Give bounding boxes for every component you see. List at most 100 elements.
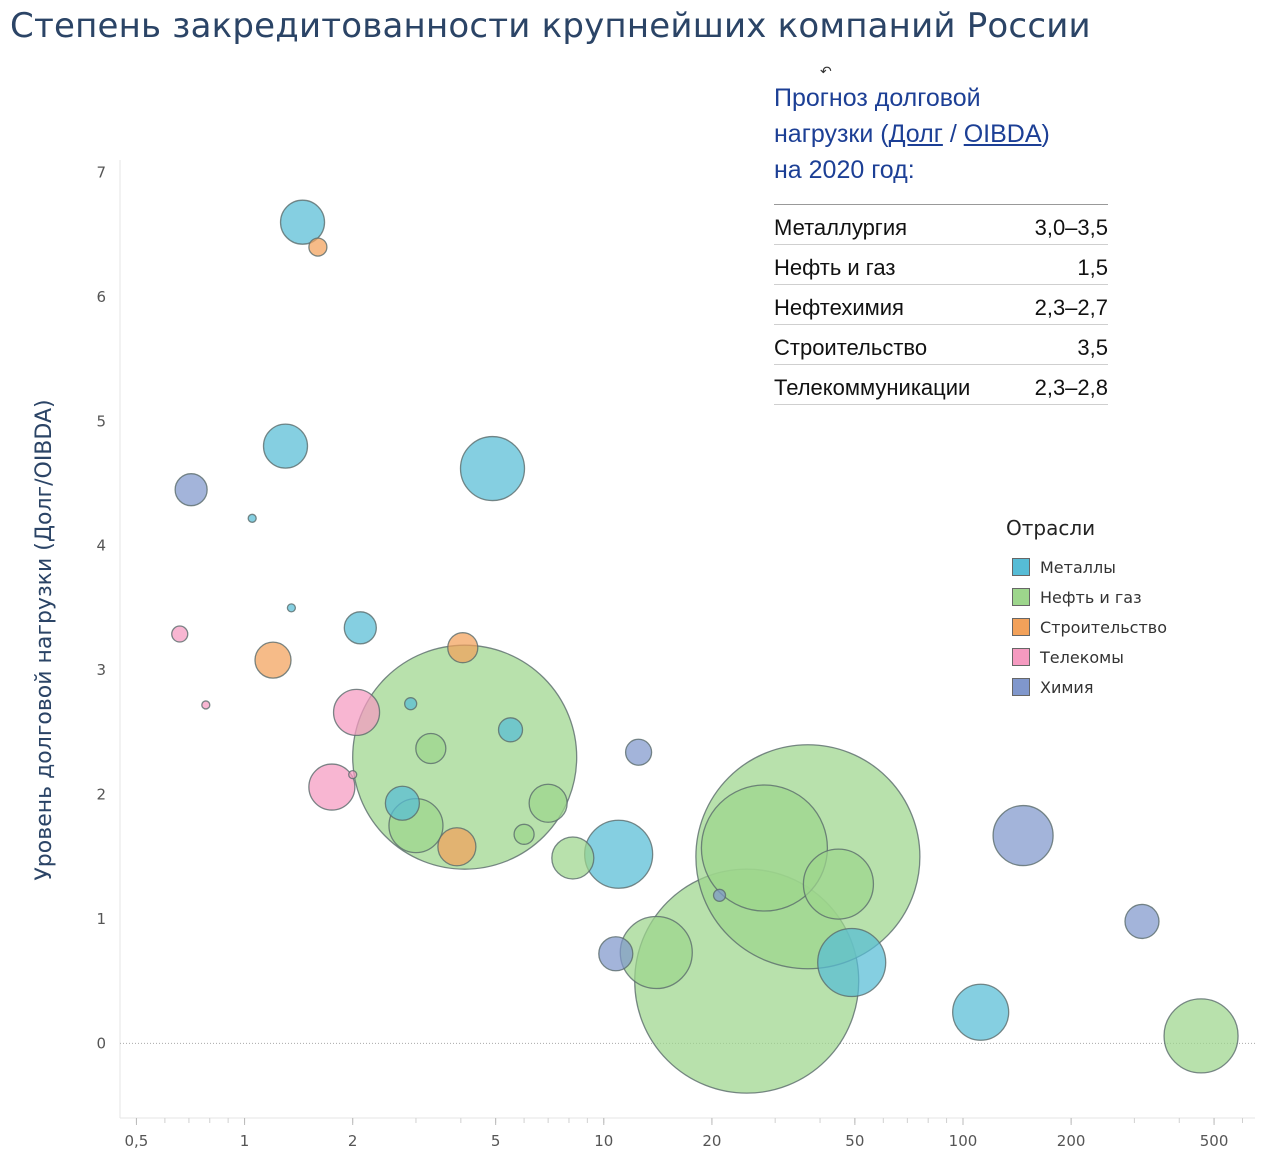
x-tick-label: 20	[702, 1132, 721, 1150]
reset-view-icon[interactable]: ↶	[820, 64, 832, 80]
bubble-point	[624, 738, 653, 766]
bubble-point	[415, 732, 447, 765]
bubble-point	[262, 423, 309, 469]
forecast-panel: Прогноз долговой нагрузки (Долг / OIBDA)…	[774, 80, 1108, 405]
bubble-point	[992, 804, 1054, 867]
bubble-point	[279, 199, 326, 245]
legend-swatch	[1012, 558, 1030, 576]
forecast-value: 3,0–3,5	[1034, 215, 1108, 240]
legend-swatch	[1012, 678, 1030, 696]
bubble-point	[712, 888, 727, 902]
x-tick-label: 100	[949, 1132, 978, 1150]
legend-swatch	[1012, 648, 1030, 666]
y-tick-label: 6	[96, 288, 106, 306]
bubble-point	[802, 848, 875, 920]
legend-item-metals[interactable]: Металлы	[1006, 552, 1167, 582]
x-tick-label: 500	[1200, 1132, 1229, 1150]
bubble-point	[308, 763, 356, 811]
bubble-point	[1124, 903, 1160, 940]
forecast-link-oibda[interactable]: OIBDA	[963, 120, 1042, 148]
forecast-row: Металлургия 3,0–3,5	[774, 205, 1108, 245]
bubble-point	[513, 823, 535, 845]
bubble-point	[952, 983, 1010, 1041]
forecast-value: 3,5	[1077, 335, 1108, 360]
forecast-sector: Нефтехимия	[774, 295, 904, 320]
bubble-point	[447, 632, 479, 664]
bubble-point	[817, 927, 887, 998]
x-tick-label: 0,5	[125, 1132, 149, 1150]
bubble-point	[404, 697, 418, 711]
legend-label: Нефть и газ	[1040, 587, 1142, 607]
bubble-point	[174, 473, 208, 507]
bubble-point	[437, 827, 477, 867]
y-tick-label: 3	[96, 661, 106, 679]
forecast-title-suffix: )	[1041, 120, 1050, 148]
legend-label: Телекомы	[1040, 647, 1124, 667]
bubble-point	[551, 836, 595, 880]
legend-title: Отрасли	[1006, 516, 1096, 540]
bubble-point	[700, 784, 829, 912]
bubble-point	[583, 819, 654, 889]
forecast-sector: Металлургия	[774, 215, 908, 240]
forecast-row: Строительство 3,5	[774, 325, 1108, 365]
x-tick-label: 2	[348, 1132, 358, 1150]
forecast-title-prefix: нагрузки (	[774, 120, 889, 148]
bubble-point	[171, 625, 189, 643]
bubble-point	[348, 769, 358, 780]
y-tick-label: 7	[96, 163, 106, 181]
forecast-value: 1,5	[1077, 255, 1108, 280]
bubble-point	[308, 237, 328, 257]
legend-item-oil-gas[interactable]: Нефть и газ	[1006, 582, 1167, 612]
forecast-title-line2: нагрузки (Долг / OIBDA)	[774, 116, 1108, 152]
bubble-layer	[171, 199, 1239, 1094]
forecast-title-line1: Прогноз долговой	[774, 84, 981, 112]
forecast-row: Нефть и газ 1,5	[774, 245, 1108, 285]
forecast-row: Нефтехимия 2,3–2,7	[774, 285, 1108, 325]
forecast-title-line3: на 2020 год:	[774, 156, 915, 184]
forecast-sector: Строительство	[774, 335, 928, 360]
legend-item-construction[interactable]: Строительство	[1006, 612, 1167, 642]
bubble-point	[343, 611, 377, 645]
bubble-point	[1163, 998, 1239, 1074]
y-tick-label: 0	[96, 1034, 106, 1052]
forecast-link-debt[interactable]: Долг	[888, 120, 943, 148]
forecast-title-sep: /	[942, 120, 964, 148]
forecast-value: 2,3–2,8	[1034, 375, 1108, 400]
forecast-row: Телекоммуникации 2,3–2,8	[774, 365, 1108, 405]
y-tick-label: 4	[96, 537, 106, 555]
bubble-point	[528, 783, 568, 823]
legend-swatch	[1012, 618, 1030, 636]
legend-item-telecom[interactable]: Телекомы	[1006, 642, 1167, 672]
x-tick-label: 50	[845, 1132, 864, 1150]
chart-title: Степень закредитованности крупнейших ком…	[10, 6, 1091, 46]
x-tick-label: 10	[594, 1132, 613, 1150]
y-tick-label: 5	[96, 412, 106, 430]
legend-item-chemistry[interactable]: Химия	[1006, 672, 1167, 702]
bubble-point	[332, 688, 381, 737]
axes: 0,5 1 2 5 10 20 50 100 200 500 0 1 2 3 4 5 6 7	[96, 160, 1255, 1150]
y-tick-label: 1	[96, 910, 106, 928]
bubble-point	[598, 936, 634, 972]
x-tick-label: 5	[491, 1132, 501, 1150]
legend-swatch	[1012, 588, 1030, 606]
bubble-point	[201, 700, 211, 710]
legend-label: Металлы	[1040, 557, 1116, 577]
x-tick-label: 1	[240, 1132, 250, 1150]
legend-label: Химия	[1040, 677, 1094, 697]
y-axis-label: Уровень долговой нагрузки (Долг/OIBDA)	[32, 399, 57, 880]
bubble-point	[497, 717, 524, 743]
forecast-sector: Телекоммуникации	[774, 375, 971, 400]
forecast-title: Прогноз долговой нагрузки (Долг / OIBDA)…	[774, 80, 1108, 188]
x-tick-label: 200	[1057, 1132, 1086, 1150]
legend-label: Строительство	[1040, 617, 1167, 637]
forecast-value: 2,3–2,7	[1034, 295, 1108, 320]
bubble-point	[254, 641, 292, 679]
forecast-table: Металлургия 3,0–3,5 Нефть и газ 1,5 Нефтех…	[774, 204, 1108, 405]
y-tick-label: 2	[96, 786, 106, 804]
legend: Отрасли Металлы Нефть и газ Строительств…	[1006, 516, 1167, 702]
bubble-point	[459, 435, 526, 502]
bubble-point	[286, 603, 297, 613]
bubble-point	[384, 785, 421, 821]
bubble-point	[247, 513, 257, 523]
